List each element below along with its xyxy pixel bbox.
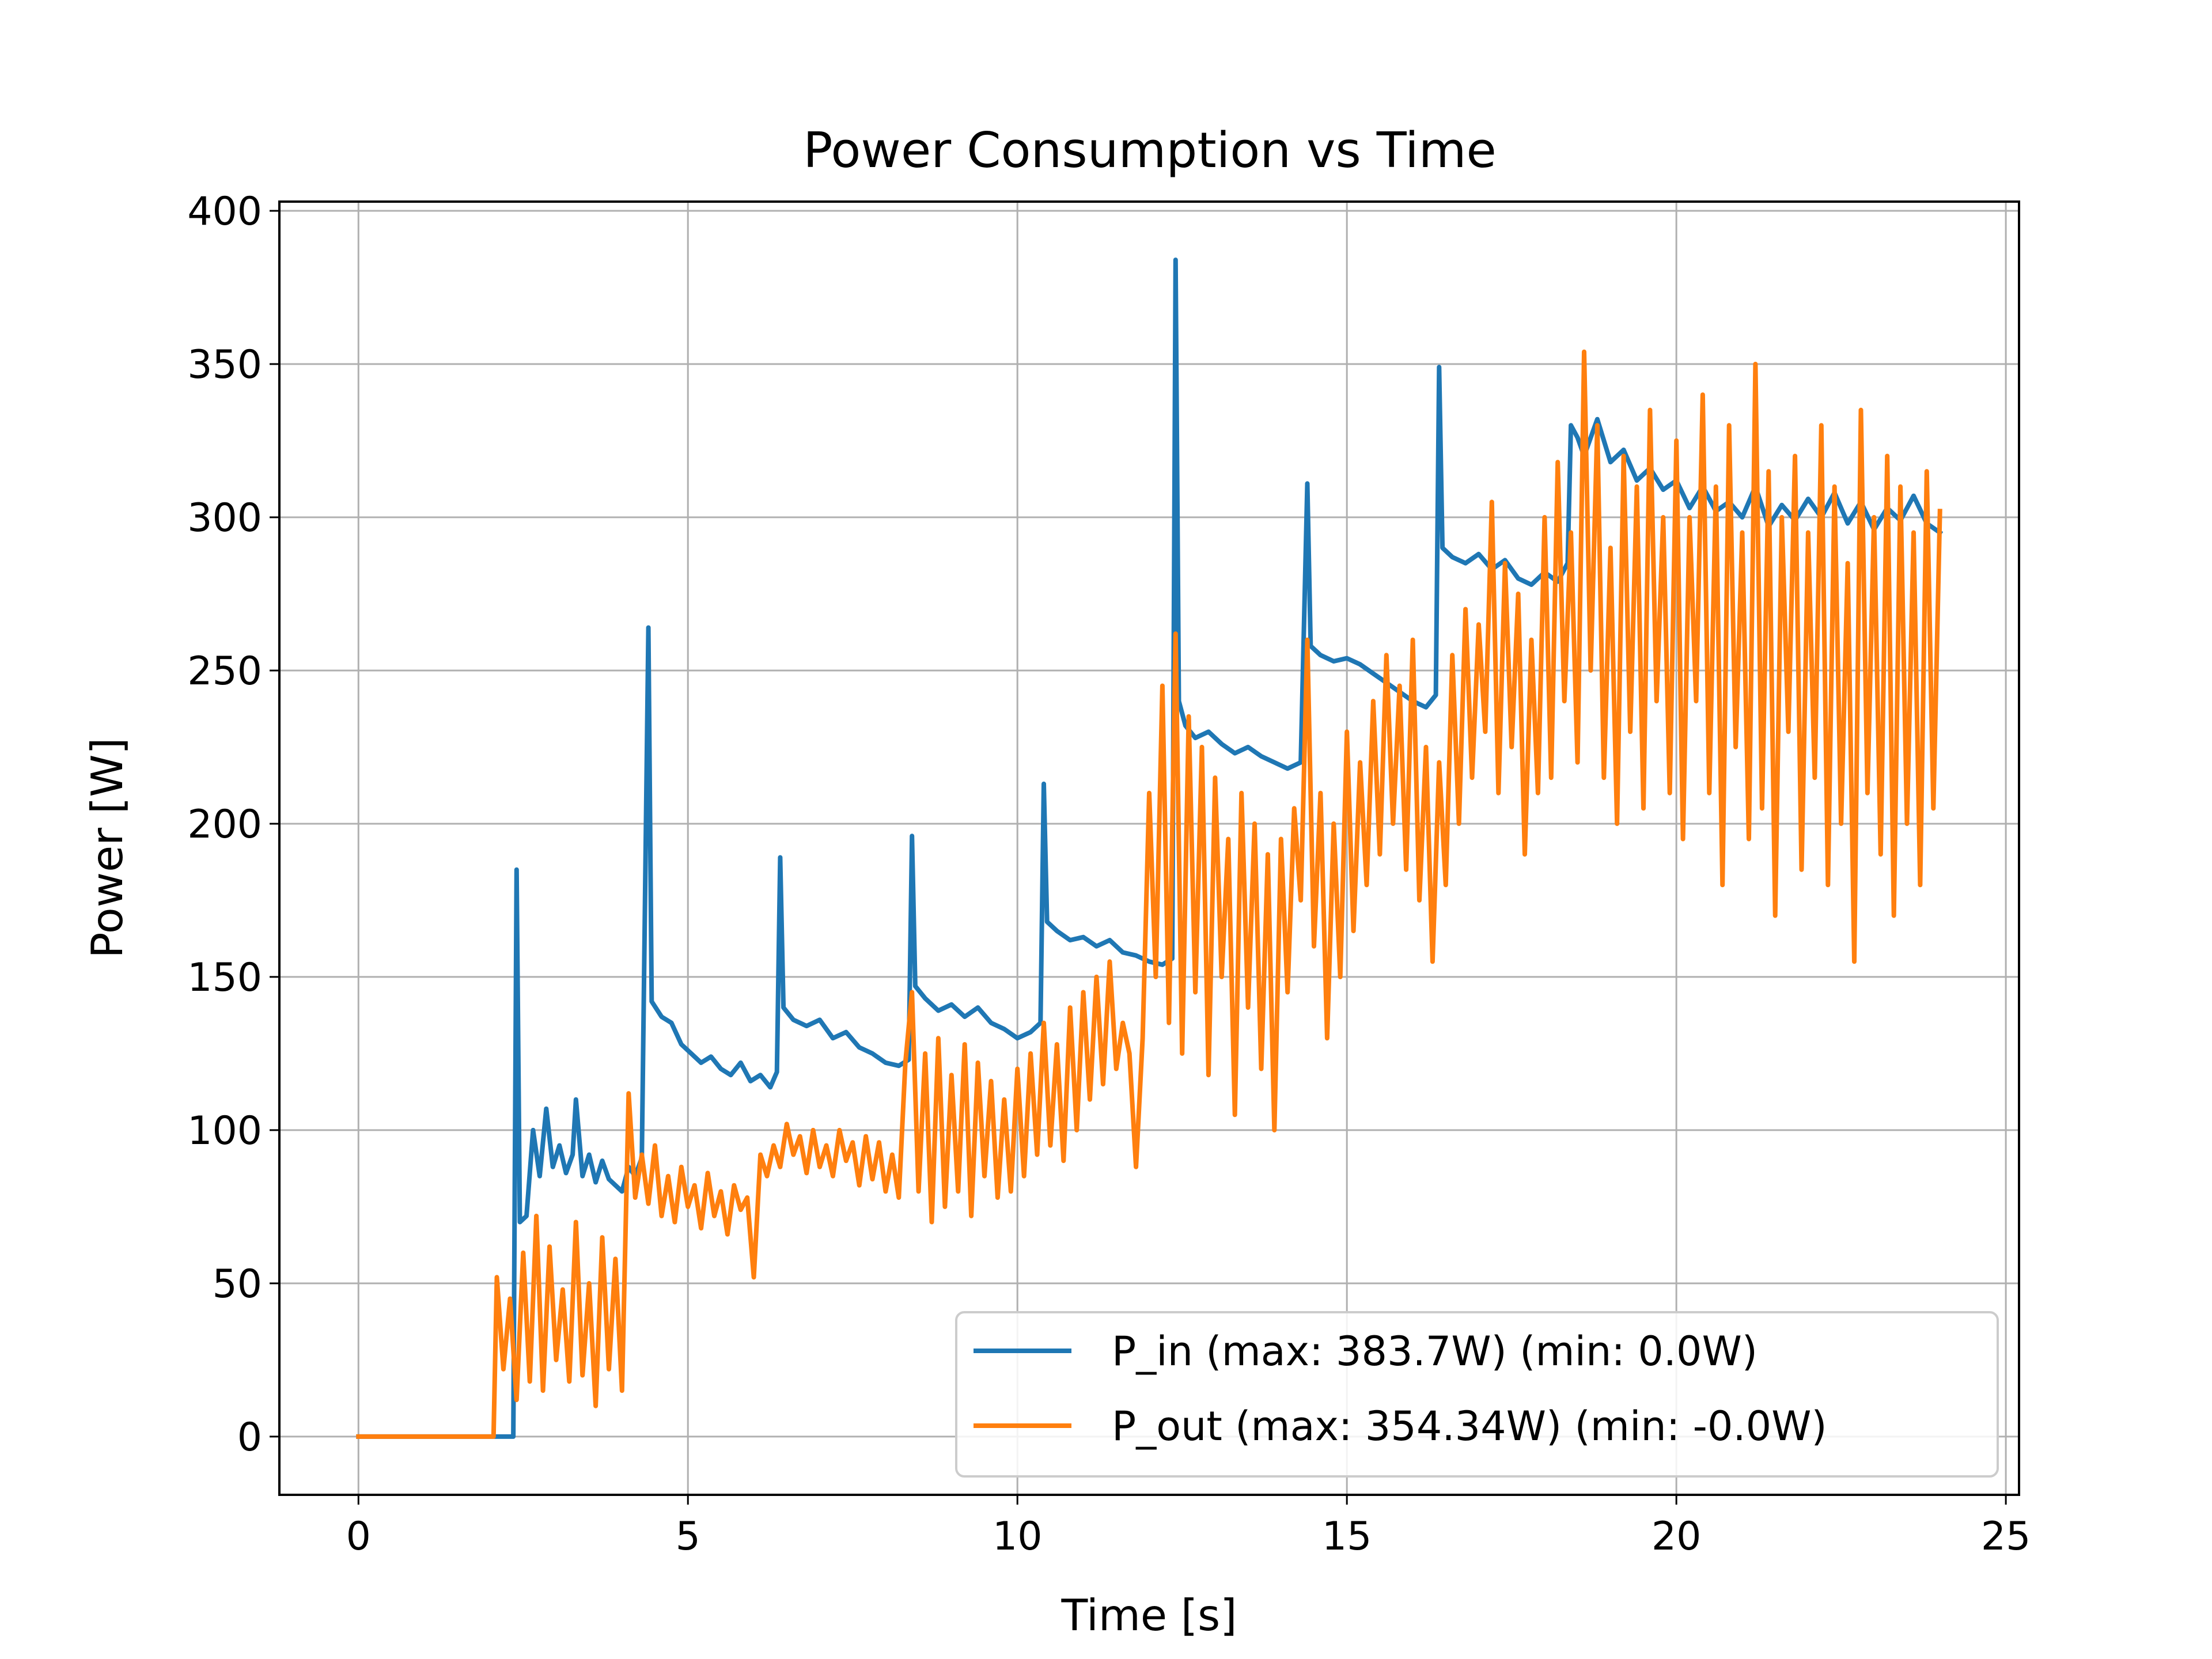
- legend-box: [955, 1311, 1999, 1478]
- y-tick-label: 50: [212, 1262, 262, 1307]
- y-tick-label: 350: [187, 342, 262, 388]
- y-tick-label: 100: [187, 1108, 262, 1154]
- x-tick-label: 5: [676, 1514, 700, 1559]
- x-tick-label: 10: [993, 1514, 1043, 1559]
- x-tick-label: 0: [346, 1514, 371, 1559]
- x-axis-ticks: 0 5 10 15 20 25: [346, 1495, 2031, 1559]
- legend: P_in (max: 383.7W) (min: 0.0W) P_out (ma…: [955, 1311, 1999, 1478]
- y-tick-label: 200: [187, 802, 262, 847]
- series-line-p-in: [356, 257, 1944, 1439]
- y-tick-label: 400: [187, 189, 262, 234]
- x-tick-label: 25: [1981, 1514, 2031, 1559]
- y-tick-label: 150: [187, 955, 262, 1001]
- series-line-p-out: [356, 349, 1942, 1439]
- y-axis-label: Power [W]: [82, 737, 132, 958]
- x-tick-label: 20: [1652, 1514, 1702, 1559]
- plot-frame: [278, 200, 2020, 1496]
- legend-label-p-in: P_in (max: 383.7W) (min: 0.0W): [1112, 1328, 1758, 1375]
- y-tick-label: 300: [187, 495, 262, 541]
- y-tick-label: 0: [237, 1415, 262, 1460]
- legend-label-p-out: P_out (max: 354.34W) (min: -0.0W): [1112, 1403, 1827, 1450]
- y-axis-ticks: 0 50 100 150 200 250 300 350 400: [187, 189, 279, 1460]
- x-axis-label: Time [s]: [1061, 1590, 1237, 1641]
- y-tick-label: 250: [187, 649, 262, 694]
- chart-title: Power Consumption vs Time: [803, 122, 1497, 179]
- x-tick-label: 15: [1322, 1514, 1372, 1559]
- plot-lines: [356, 257, 1944, 1439]
